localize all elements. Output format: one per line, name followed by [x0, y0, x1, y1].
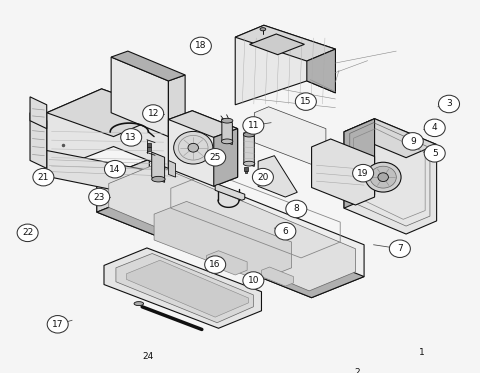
Circle shape	[138, 347, 159, 365]
Text: 18: 18	[195, 41, 206, 50]
Polygon shape	[344, 119, 437, 158]
Circle shape	[286, 200, 307, 218]
Text: 16: 16	[209, 260, 221, 269]
Circle shape	[353, 164, 373, 182]
Polygon shape	[111, 57, 168, 137]
Circle shape	[120, 129, 142, 146]
Polygon shape	[104, 248, 262, 328]
Polygon shape	[168, 111, 238, 137]
Ellipse shape	[188, 143, 199, 152]
Text: 12: 12	[147, 109, 159, 118]
Text: 9: 9	[410, 137, 416, 146]
Polygon shape	[168, 75, 185, 137]
Text: 24: 24	[143, 352, 154, 361]
Text: 13: 13	[125, 133, 137, 142]
Text: 25: 25	[209, 153, 221, 162]
Circle shape	[402, 133, 423, 150]
Polygon shape	[250, 34, 304, 55]
Circle shape	[243, 117, 264, 134]
Polygon shape	[47, 151, 185, 201]
Circle shape	[424, 145, 445, 162]
Polygon shape	[97, 159, 364, 298]
Polygon shape	[312, 139, 374, 205]
Circle shape	[252, 168, 274, 186]
Text: 2: 2	[354, 367, 360, 373]
Polygon shape	[97, 159, 149, 212]
Text: 21: 21	[38, 173, 49, 182]
Polygon shape	[47, 89, 168, 137]
Text: 4: 4	[432, 123, 437, 132]
Circle shape	[347, 363, 367, 373]
Polygon shape	[206, 251, 247, 275]
Polygon shape	[244, 133, 254, 166]
Polygon shape	[168, 111, 238, 186]
Text: 23: 23	[94, 192, 105, 201]
Polygon shape	[47, 89, 168, 172]
Polygon shape	[152, 152, 165, 182]
Text: 22: 22	[22, 228, 33, 237]
Polygon shape	[344, 119, 374, 208]
Ellipse shape	[152, 176, 165, 182]
Circle shape	[204, 256, 226, 273]
Polygon shape	[97, 191, 364, 298]
Text: 10: 10	[248, 276, 259, 285]
Text: 14: 14	[109, 165, 120, 174]
Ellipse shape	[221, 139, 233, 144]
Polygon shape	[254, 107, 326, 164]
Polygon shape	[126, 260, 249, 317]
Polygon shape	[235, 25, 336, 61]
Ellipse shape	[221, 118, 233, 123]
Ellipse shape	[174, 131, 213, 164]
Circle shape	[105, 160, 125, 178]
Text: 6: 6	[282, 227, 288, 236]
Circle shape	[204, 148, 226, 166]
Circle shape	[243, 272, 264, 289]
Text: 15: 15	[300, 97, 312, 106]
Ellipse shape	[370, 166, 396, 188]
Polygon shape	[258, 156, 297, 197]
Circle shape	[33, 168, 54, 186]
Circle shape	[275, 222, 296, 240]
Polygon shape	[262, 267, 293, 286]
Polygon shape	[116, 254, 253, 323]
Circle shape	[439, 95, 459, 113]
Text: 8: 8	[293, 204, 299, 213]
Circle shape	[143, 105, 164, 122]
Polygon shape	[222, 119, 232, 145]
Polygon shape	[109, 164, 356, 291]
Polygon shape	[215, 184, 245, 200]
Ellipse shape	[365, 162, 401, 192]
Polygon shape	[235, 25, 336, 105]
Circle shape	[17, 224, 38, 242]
Text: 5: 5	[432, 149, 438, 158]
Polygon shape	[168, 160, 176, 177]
Polygon shape	[30, 113, 47, 168]
Text: 11: 11	[248, 121, 259, 130]
Ellipse shape	[134, 302, 144, 305]
Polygon shape	[307, 49, 336, 93]
Polygon shape	[214, 129, 238, 186]
Text: 20: 20	[257, 173, 269, 182]
Circle shape	[411, 344, 432, 361]
Polygon shape	[154, 201, 291, 280]
Circle shape	[191, 37, 211, 55]
Ellipse shape	[260, 28, 266, 31]
Circle shape	[47, 316, 68, 333]
Ellipse shape	[243, 161, 255, 166]
Circle shape	[389, 240, 410, 257]
Ellipse shape	[378, 173, 388, 182]
Polygon shape	[30, 97, 47, 129]
Polygon shape	[111, 51, 185, 81]
Circle shape	[89, 188, 110, 206]
Circle shape	[295, 93, 316, 110]
Polygon shape	[344, 119, 437, 234]
Ellipse shape	[243, 132, 255, 137]
Text: 17: 17	[52, 320, 63, 329]
Text: 3: 3	[446, 100, 452, 109]
Text: 1: 1	[419, 348, 424, 357]
Text: 19: 19	[358, 169, 369, 178]
Circle shape	[424, 119, 445, 137]
Text: 7: 7	[397, 244, 403, 253]
